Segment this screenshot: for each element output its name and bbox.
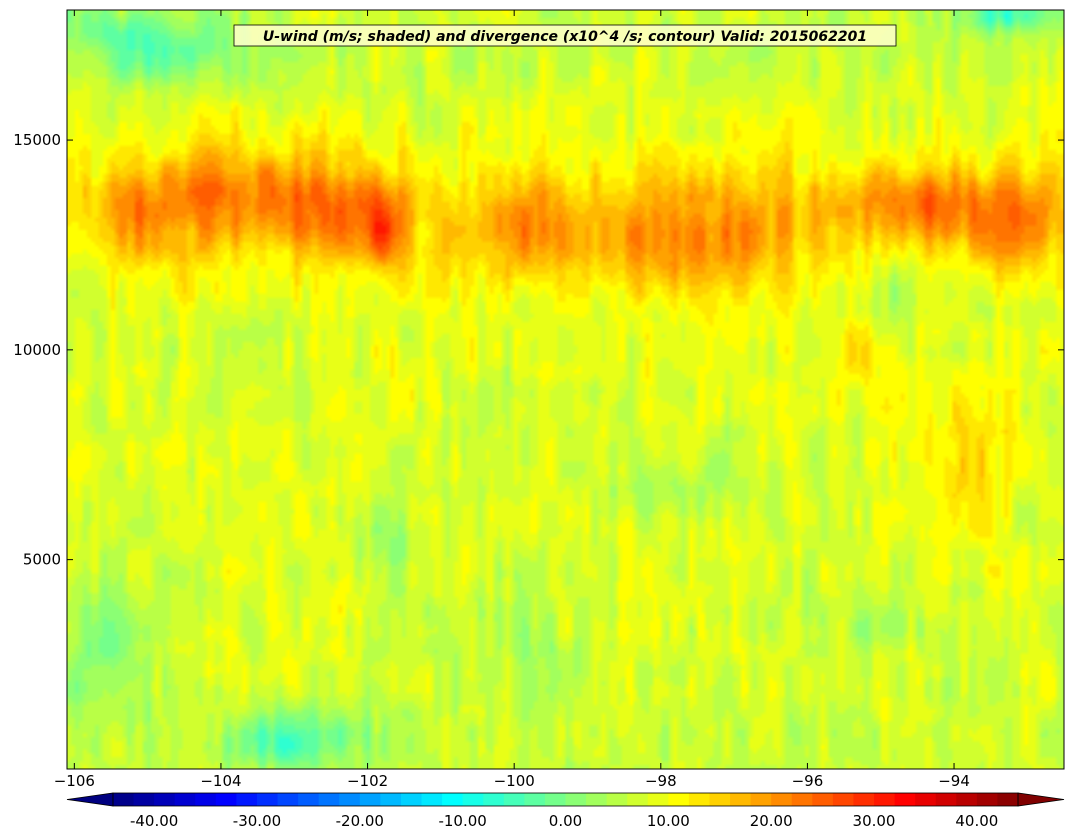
colorbar-tick-label: -10.00 bbox=[438, 812, 486, 830]
x-tick-label: −100 bbox=[494, 772, 535, 790]
colorbar-tick-label: 10.00 bbox=[647, 812, 690, 830]
colorbar-segment bbox=[606, 793, 628, 806]
colorbar-segment bbox=[298, 793, 320, 806]
colorbar-segment bbox=[421, 793, 443, 806]
colorbar-tick-label: -20.00 bbox=[336, 812, 384, 830]
colorbar-segment bbox=[503, 793, 525, 806]
colorbar-segment bbox=[483, 793, 505, 806]
colorbar-segment bbox=[956, 793, 978, 806]
colorbar-segment bbox=[832, 793, 855, 806]
x-tick-label: −94 bbox=[938, 772, 970, 790]
colorbar-segment bbox=[359, 793, 381, 806]
colorbar-segment bbox=[915, 793, 937, 806]
colorbar-extend-low bbox=[66, 792, 114, 807]
plot-frame bbox=[66, 9, 1065, 770]
colorbar-segment bbox=[709, 793, 731, 806]
colorbar-segment bbox=[236, 793, 258, 806]
colorbar-tick-label: 20.00 bbox=[750, 812, 793, 830]
colorbar-segment bbox=[380, 793, 402, 806]
colorbar-segment bbox=[400, 793, 423, 806]
colorbar-ticks: -40.00 -30.00 -20.00 -10.00 0.00 10.00 20.00 30… bbox=[130, 812, 998, 830]
colorbar-segment bbox=[565, 793, 587, 806]
colorbar-tick-label: -40.00 bbox=[130, 812, 178, 830]
x-tick-label: −106 bbox=[54, 772, 95, 790]
colorbar-outline bbox=[112, 792, 1019, 807]
colorbar-segment bbox=[442, 793, 464, 806]
colorbar-segment bbox=[853, 793, 875, 806]
colorbar-tick-label: 30.00 bbox=[853, 812, 896, 830]
colorbar-segment bbox=[586, 793, 608, 806]
u-wind-shading bbox=[67, 10, 1064, 769]
y-tick-label: 10000 bbox=[13, 341, 61, 359]
y-tick-label: 15000 bbox=[13, 131, 61, 149]
colorbar-segment bbox=[771, 793, 793, 806]
colorbar-segment bbox=[133, 793, 155, 806]
colorbar-segment bbox=[668, 793, 690, 806]
colorbar-segment bbox=[154, 793, 176, 806]
colorbar-segment bbox=[318, 793, 340, 806]
colorbar-segment bbox=[174, 793, 196, 806]
colorbar-tick-label: -30.00 bbox=[233, 812, 281, 830]
x-tick-label: −98 bbox=[645, 772, 677, 790]
colorbar-segment bbox=[462, 793, 484, 806]
colorbar-segment bbox=[627, 793, 649, 806]
colorbar-segment bbox=[647, 793, 669, 806]
chart-title: U-wind (m/s; shaded) and divergence (x10… bbox=[233, 24, 897, 47]
colorbar bbox=[66, 792, 1065, 807]
colorbar-segment bbox=[976, 793, 999, 806]
colorbar-segment bbox=[730, 793, 752, 806]
colorbar-segment bbox=[997, 793, 1019, 806]
y-axis: 5000 10000 15000 bbox=[13, 131, 1064, 569]
colorbar-segment bbox=[894, 793, 916, 806]
colorbar-segment bbox=[812, 793, 834, 806]
colorbar-tick-label: 0.00 bbox=[549, 812, 582, 830]
y-tick-label: 5000 bbox=[23, 551, 61, 569]
title-box bbox=[233, 24, 897, 47]
colorbar-segment bbox=[215, 793, 238, 806]
colorbar-segment bbox=[195, 793, 217, 806]
colorbar-segment bbox=[935, 793, 957, 806]
colorbar-segment bbox=[874, 793, 896, 806]
x-tick-label: −102 bbox=[347, 772, 388, 790]
colorbar-extend-high bbox=[1017, 792, 1065, 807]
colorbar-segment bbox=[791, 793, 813, 806]
colorbar-tick-label: 40.00 bbox=[955, 812, 998, 830]
chart-title-text: U-wind (m/s; shaded) and divergence (x10… bbox=[263, 29, 867, 45]
colorbar-segment bbox=[524, 793, 546, 806]
colorbar-segment bbox=[256, 793, 279, 806]
colorbar-segment bbox=[277, 793, 299, 806]
colorbar-segment bbox=[688, 793, 711, 806]
colorbar-segment bbox=[750, 793, 772, 806]
colorbar-segment bbox=[339, 793, 361, 806]
x-tick-label: −104 bbox=[200, 772, 241, 790]
x-axis: −106 −104 −102 −100 −98 −96 −94 bbox=[54, 10, 970, 790]
x-tick-label: −96 bbox=[792, 772, 824, 790]
colorbar-segment bbox=[113, 793, 135, 806]
colorbar-segment bbox=[544, 793, 567, 806]
